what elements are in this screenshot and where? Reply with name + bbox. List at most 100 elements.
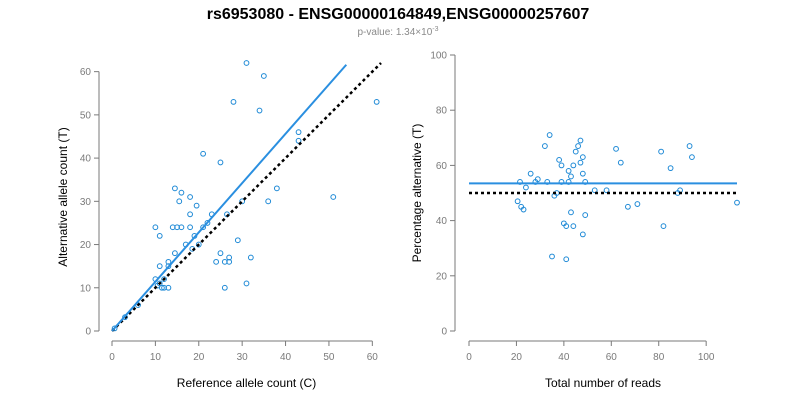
right-y-tick-label: 20	[436, 271, 448, 282]
right-data-point	[544, 179, 551, 185]
left-data-point	[295, 129, 302, 136]
left-x-tick-label: 0	[109, 352, 115, 363]
right-x-tick-label: 0	[466, 352, 472, 363]
left-y-axis-label: Alternative allele count (T)	[56, 127, 70, 266]
right-data-point	[565, 179, 572, 185]
panel-left-scatter: 0 10 20 30 40 50 60 0 10 20 30 40 50 60 Reference alle…	[56, 60, 382, 390]
left-data-point	[165, 258, 172, 265]
left-x-axis-label: Reference allele count (C)	[177, 376, 316, 390]
right-x-tick-label: 20	[511, 352, 523, 363]
right-data-point	[634, 201, 641, 207]
left-data-point	[273, 185, 280, 192]
right-data-point	[527, 170, 534, 177]
right-data-point	[546, 132, 553, 138]
right-data-point	[570, 162, 577, 169]
right-x-tick-label: 80	[653, 352, 665, 363]
right-data-point	[625, 203, 631, 210]
right-x-axis-label: Total number of reads	[545, 376, 661, 390]
right-x-tick-label: 60	[606, 352, 618, 363]
right-data-point	[549, 253, 555, 260]
right-y-axis-label: Percentage alternative (T)	[410, 124, 424, 263]
left-y-tick-label: 50	[80, 110, 92, 121]
left-data-point	[217, 250, 224, 257]
right-data-point	[577, 137, 584, 144]
right-data-point	[577, 159, 584, 166]
left-y-tick-label: 40	[80, 154, 92, 165]
right-data-point	[689, 154, 695, 161]
left-data-point	[178, 224, 185, 231]
right-data-point	[579, 170, 586, 177]
left-data-point	[373, 99, 380, 105]
left-data-point	[243, 60, 250, 66]
left-y-tick-label: 0	[85, 327, 91, 338]
left-data-point	[239, 198, 246, 205]
left-data-point	[265, 198, 272, 205]
left-data-point	[178, 189, 185, 196]
right-data-point	[658, 148, 665, 155]
left-data-point	[156, 233, 163, 239]
figure-title: rs6953080 - ENSG00000164849,ENSG00000257…	[207, 6, 590, 23]
right-data-point	[617, 159, 624, 166]
right-data-point	[514, 198, 521, 205]
right-data-point	[591, 187, 598, 194]
left-data-point	[243, 280, 250, 287]
left-data-point	[111, 325, 118, 332]
left-data-point	[176, 198, 183, 205]
left-data-point	[172, 250, 178, 257]
left-data-point	[256, 107, 263, 114]
right-data-point	[565, 168, 572, 174]
right-data-point	[558, 162, 565, 169]
left-reference-line	[111, 62, 382, 332]
left-data-point	[295, 137, 302, 144]
right-data-point	[579, 231, 586, 238]
left-data-point	[221, 284, 228, 291]
right-data-point	[534, 176, 541, 183]
right-data-point	[603, 187, 610, 194]
right-y-tick-label: 0	[441, 327, 447, 338]
right-y-tick-label: 80	[436, 106, 448, 117]
right-x-tick-label: 40	[558, 352, 570, 363]
left-data-point	[217, 159, 224, 166]
left-data-point	[161, 276, 167, 283]
left-data-point	[234, 237, 241, 244]
right-y-tick-label: 100	[430, 51, 447, 62]
right-data-point	[523, 184, 529, 191]
right-data-point	[558, 179, 565, 185]
right-y-tick-label: 40	[436, 216, 448, 227]
left-data-point	[260, 73, 267, 79]
right-x-tick-label: 100	[698, 352, 715, 363]
right-data-point	[582, 179, 589, 185]
right-y-tick-label: 60	[436, 161, 448, 172]
left-x-tick-label: 60	[367, 352, 379, 363]
right-data-point	[570, 223, 577, 230]
figure-subtitle: p-value: 1.34×10-3	[357, 26, 438, 38]
right-data-point	[613, 145, 619, 152]
right-data-point	[575, 143, 581, 149]
left-y-tick-label: 30	[80, 197, 92, 208]
left-data-point	[187, 224, 193, 231]
panel-right-scatter: 0 20 40 60 80 100 0 20 40 60 80 100 Total number of …	[410, 51, 740, 390]
right-data-point	[572, 148, 579, 155]
left-x-tick-label: 50	[323, 352, 335, 363]
left-data-point	[152, 224, 159, 231]
right-data-point	[686, 143, 693, 149]
left-data-point	[156, 263, 163, 270]
left-data-point	[158, 284, 165, 291]
left-data-point	[330, 194, 337, 200]
left-x-tick-label: 10	[150, 352, 162, 363]
left-data-point	[187, 211, 193, 218]
left-y-tick-label: 60	[80, 67, 92, 78]
left-data-point	[172, 185, 178, 192]
left-data-point	[226, 254, 233, 261]
left-data-point	[193, 202, 200, 209]
left-data-point	[195, 241, 202, 248]
right-data-point	[568, 209, 574, 216]
right-data-point	[734, 199, 740, 206]
left-data-point	[187, 194, 193, 200]
left-data-point	[200, 224, 207, 231]
right-data-point	[556, 156, 563, 163]
right-data-point	[582, 212, 589, 218]
left-data-point	[247, 254, 254, 261]
left-data-point	[200, 150, 207, 157]
right-data-point	[563, 223, 570, 230]
